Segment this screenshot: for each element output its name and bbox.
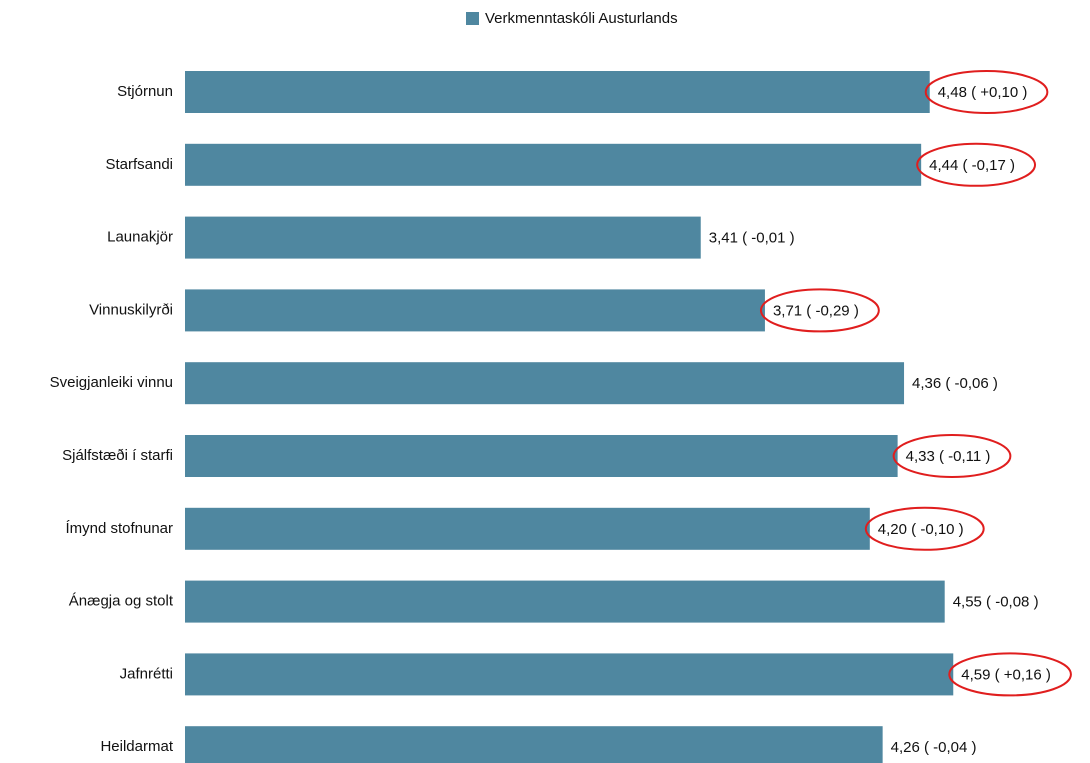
y-tick-label: Heildarmat [100,738,173,755]
highlight-ellipse [892,434,1012,478]
y-tick-label: Vinnuskilyrði [89,301,173,318]
bar [185,726,883,763]
y-tick-label: Ímynd stofnunar [65,520,173,537]
y-tick-label: Stjórnun [117,83,173,100]
value-label: 4,44 ( -0,17 ) [929,157,1015,174]
bar [185,143,922,186]
value-label: 3,71 ( -0,29 ) [773,302,859,319]
legend-label: Verkmenntaskóli Austurlands [485,10,678,27]
y-tick-label: Sjálfstæði í starfi [62,447,173,464]
bar [185,435,898,477]
highlight-ellipse [916,142,1037,187]
bar [185,362,905,405]
y-tick-label: Starfsandi [105,156,173,173]
bar [185,289,765,332]
value-label: 4,55 ( -0,08 ) [953,594,1039,611]
y-tick-label: Launakjör [107,229,173,246]
value-label: 4,59 ( +0,16 ) [961,666,1051,683]
value-label: 4,48 ( +0,10 ) [938,84,1028,101]
highlight-ellipse [759,288,880,333]
value-label: 4,26 ( -0,04 ) [891,739,977,756]
legend-swatch [466,12,479,25]
highlight-ellipse [948,652,1072,697]
y-tick-label: Jafnrétti [120,665,173,682]
highlight-ellipse [924,70,1049,114]
bar [185,580,945,623]
bar [185,71,930,113]
bar [185,653,954,696]
value-label: 3,41 ( -0,01 ) [709,230,795,247]
highlight-ellipse [864,506,985,551]
value-label: 4,20 ( -0,10 ) [878,521,964,538]
value-label: 4,33 ( -0,11 ) [906,448,991,465]
y-tick-label: Sveigjanleiki vinnu [50,374,173,391]
bar [185,507,870,550]
bar [185,216,701,259]
y-tick-label: Ánægja og stolt [69,593,174,610]
value-label: 4,36 ( -0,06 ) [912,375,998,392]
